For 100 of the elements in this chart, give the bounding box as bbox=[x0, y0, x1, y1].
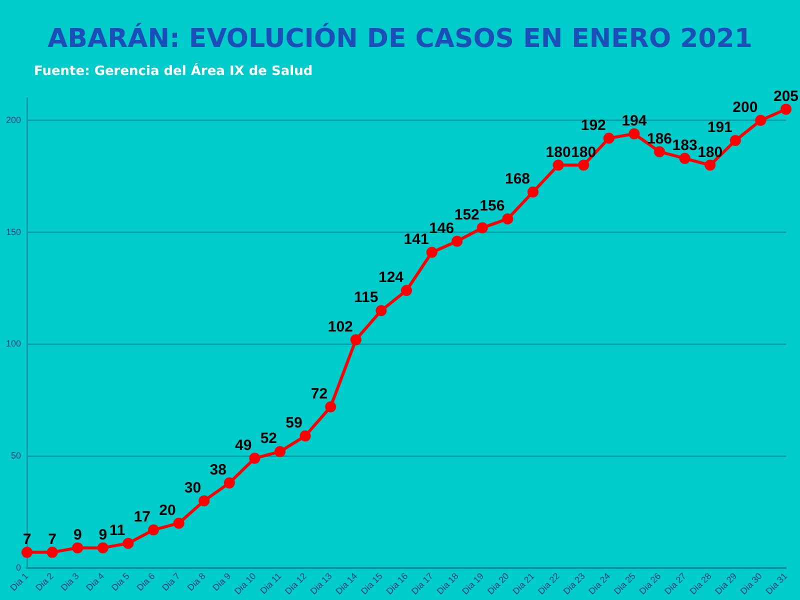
x-tick-label: Dia 10 bbox=[232, 570, 258, 596]
point bbox=[755, 114, 766, 126]
x-tick-label: Dia 31 bbox=[764, 570, 790, 596]
point bbox=[628, 128, 640, 140]
x-tick-label: Dia 5 bbox=[109, 570, 132, 593]
x-tick-label: Dia 7 bbox=[160, 570, 182, 593]
point bbox=[249, 452, 260, 464]
data-label: 180 bbox=[571, 144, 596, 161]
data-label: 205 bbox=[773, 88, 799, 105]
data-label: 49 bbox=[235, 436, 252, 454]
data-label: 194 bbox=[622, 112, 648, 130]
x-tick-label: Dia 29 bbox=[713, 570, 739, 596]
data-label: 52 bbox=[260, 430, 278, 448]
x-tick-label: Dia 20 bbox=[485, 570, 511, 596]
point bbox=[401, 284, 412, 296]
x-tick-label: Dia 13 bbox=[308, 570, 334, 596]
point bbox=[224, 477, 235, 488]
point bbox=[552, 160, 564, 171]
data-label: 11 bbox=[109, 522, 126, 539]
data-label: 156 bbox=[480, 197, 505, 214]
point bbox=[679, 152, 690, 164]
data-label: 7 bbox=[48, 530, 56, 548]
data-label: 186 bbox=[646, 130, 672, 148]
data-label: 146 bbox=[429, 220, 454, 237]
data-label: 124 bbox=[378, 269, 404, 286]
x-tick-label: Dia 4 bbox=[84, 570, 106, 593]
point bbox=[325, 401, 336, 412]
data-label: 9 bbox=[73, 526, 82, 544]
data-label: 115 bbox=[354, 289, 378, 306]
point bbox=[502, 213, 514, 224]
data-label: 9 bbox=[98, 526, 108, 544]
x-tick-label: Dia 16 bbox=[384, 570, 410, 596]
x-tick-label: Dia 18 bbox=[434, 570, 460, 596]
y-tick-label: 50 bbox=[11, 450, 22, 461]
data-label: 191 bbox=[707, 119, 732, 136]
y-tick-label: 150 bbox=[6, 226, 22, 237]
point bbox=[97, 542, 108, 554]
x-tick-label: Dia 17 bbox=[410, 570, 435, 596]
point bbox=[654, 146, 666, 158]
x-tick-label: Dia 19 bbox=[460, 570, 486, 596]
x-tick-label: Dia 26 bbox=[637, 570, 663, 596]
data-label: 72 bbox=[310, 385, 328, 402]
point bbox=[528, 186, 539, 198]
y-tick-label: 100 bbox=[6, 338, 22, 349]
x-tick-label: Dia 14 bbox=[334, 570, 360, 596]
point bbox=[300, 430, 311, 442]
data-label: 152 bbox=[454, 206, 480, 224]
data-label: 192 bbox=[580, 116, 606, 134]
data-label: 180 bbox=[546, 144, 571, 161]
data-label: 200 bbox=[732, 99, 758, 116]
x-tick-label: Dia 25 bbox=[612, 570, 638, 596]
data-label: 59 bbox=[286, 414, 302, 432]
data-label: 102 bbox=[328, 318, 353, 336]
point bbox=[198, 495, 210, 506]
x-tick-label: Dia 15 bbox=[358, 570, 384, 596]
point bbox=[274, 446, 286, 458]
chart-title: ABARÁN: EVOLUCIÓN DE CASOS EN ENERO 2021 bbox=[46, 24, 754, 54]
point bbox=[704, 160, 716, 171]
point bbox=[780, 104, 792, 115]
point bbox=[72, 542, 84, 554]
x-tick-label: Dia 23 bbox=[561, 570, 587, 596]
point bbox=[122, 538, 134, 549]
point bbox=[22, 546, 33, 558]
x-tick-label: Dia 27 bbox=[662, 570, 688, 596]
x-tick-label: Dia 24 bbox=[586, 570, 612, 596]
point bbox=[426, 246, 438, 258]
x-tick-label: Dia 8 bbox=[185, 570, 208, 593]
point bbox=[578, 160, 590, 171]
point bbox=[730, 135, 741, 146]
point bbox=[476, 222, 488, 234]
y-tick-label: 0 bbox=[16, 562, 22, 572]
data-label: 20 bbox=[159, 502, 176, 519]
point bbox=[452, 236, 463, 247]
x-tick-label: Dia 6 bbox=[134, 570, 157, 593]
point bbox=[173, 518, 184, 529]
data-label: 141 bbox=[404, 231, 429, 248]
data-label: 7 bbox=[22, 530, 32, 548]
data-label: 17 bbox=[134, 508, 151, 526]
chart-subtitle: Fuente: Gerencia del Área IX de Salud bbox=[34, 64, 313, 79]
data-label: 168 bbox=[504, 170, 530, 188]
x-tick-label: Dia 3 bbox=[58, 570, 81, 593]
x-tick-label: Dia 28 bbox=[688, 570, 714, 596]
x-tick-label: Dia 9 bbox=[210, 570, 233, 593]
point bbox=[376, 305, 387, 316]
x-tick-label: Dia 1 bbox=[8, 570, 30, 593]
y-tick-label: 200 bbox=[6, 114, 22, 125]
point bbox=[148, 524, 160, 536]
data-label: 30 bbox=[184, 479, 202, 496]
data-label: 38 bbox=[210, 462, 226, 479]
point bbox=[603, 132, 614, 144]
x-tick-label: Dia 11 bbox=[258, 570, 284, 596]
x-tick-label: Dia 21 bbox=[510, 570, 536, 596]
data-label: 183 bbox=[672, 137, 698, 154]
point bbox=[350, 334, 362, 346]
point bbox=[46, 546, 58, 558]
x-tick-label: Dia 22 bbox=[536, 570, 562, 596]
x-tick-label: Dia 12 bbox=[283, 570, 308, 596]
data-label: 180 bbox=[698, 144, 723, 161]
x-tick-label: Dia 30 bbox=[738, 570, 764, 596]
x-tick-label: Dia 2 bbox=[34, 570, 56, 593]
